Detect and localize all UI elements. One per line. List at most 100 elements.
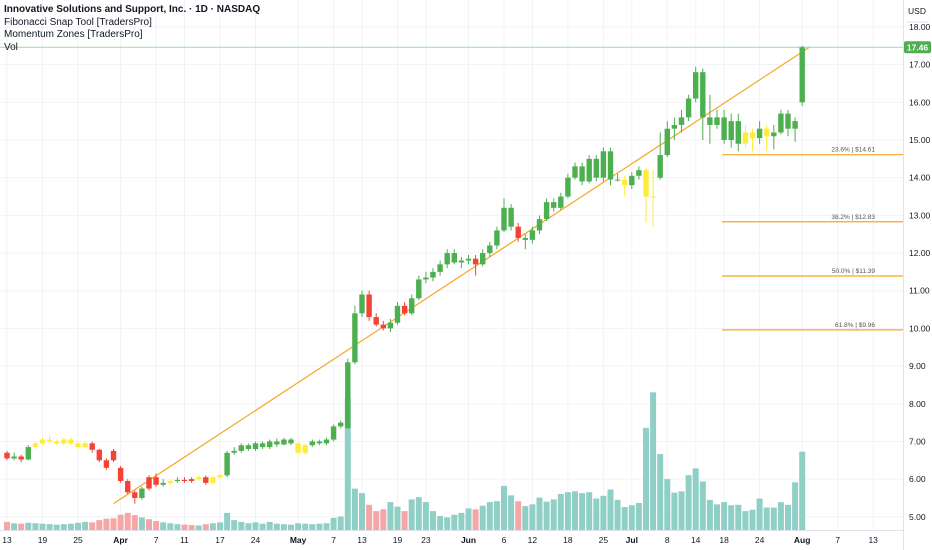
candle-body[interactable]: [785, 113, 791, 129]
candle-body[interactable]: [309, 441, 315, 446]
candle-body[interactable]: [89, 443, 95, 450]
candle-body[interactable]: [132, 492, 138, 498]
candle-body[interactable]: [685, 98, 692, 118]
candle-body[interactable]: [210, 477, 216, 483]
candle-body[interactable]: [373, 317, 379, 325]
candle-body[interactable]: [295, 443, 301, 453]
candle-body[interactable]: [153, 477, 159, 485]
candle-body[interactable]: [203, 477, 209, 483]
candle-body[interactable]: [565, 177, 571, 197]
candle-body[interactable]: [501, 207, 507, 231]
candle-body[interactable]: [707, 117, 713, 125]
candle-body[interactable]: [494, 230, 500, 246]
candle-body[interactable]: [671, 124, 678, 129]
indicator-momentum-label[interactable]: Momentum Zones [TradersPro]: [4, 29, 143, 40]
candle-body[interactable]: [252, 443, 259, 449]
candle-body[interactable]: [614, 179, 621, 181]
candle-body[interactable]: [579, 166, 585, 182]
candle-body[interactable]: [700, 72, 706, 118]
candle-body[interactable]: [338, 422, 344, 427]
candle-body[interactable]: [352, 313, 358, 363]
candle-body[interactable]: [181, 479, 188, 482]
candle-body[interactable]: [25, 447, 31, 460]
candle-body[interactable]: [678, 117, 685, 125]
candle-body[interactable]: [61, 439, 67, 444]
candle-body[interactable]: [380, 324, 386, 329]
candle-body[interactable]: [551, 202, 557, 208]
candle-body[interactable]: [558, 196, 564, 208]
candle-body[interactable]: [259, 443, 266, 448]
candle-body[interactable]: [288, 439, 294, 444]
candle-body[interactable]: [749, 132, 756, 139]
volume-label[interactable]: Vol: [4, 41, 18, 53]
candle-body[interactable]: [46, 439, 53, 442]
candle-body[interactable]: [302, 445, 308, 453]
candle-body[interactable]: [629, 175, 635, 186]
candle-body[interactable]: [224, 452, 230, 476]
candle-body[interactable]: [167, 481, 173, 483]
candle-body[interactable]: [96, 449, 102, 461]
candle-body[interactable]: [693, 72, 699, 99]
candle-body[interactable]: [607, 151, 614, 180]
candle-body[interactable]: [536, 219, 543, 231]
candle-body[interactable]: [359, 294, 365, 314]
candle-body[interactable]: [458, 260, 465, 263]
candle-body[interactable]: [54, 441, 60, 444]
candle-body[interactable]: [110, 450, 117, 461]
candle-body[interactable]: [401, 305, 408, 314]
candle-body[interactable]: [423, 277, 429, 280]
candle-body[interactable]: [472, 258, 479, 265]
candle-body[interactable]: [174, 479, 181, 482]
candle-body[interactable]: [231, 450, 237, 453]
candle-body[interactable]: [281, 439, 287, 445]
candle-body[interactable]: [4, 452, 10, 459]
candle-body[interactable]: [103, 460, 110, 468]
candle-body[interactable]: [444, 253, 450, 265]
candle-body[interactable]: [728, 121, 734, 140]
candle-body[interactable]: [451, 253, 457, 263]
candle-body[interactable]: [18, 456, 24, 460]
candle-body[interactable]: [572, 166, 578, 178]
candle-body[interactable]: [238, 445, 244, 451]
candle-body[interactable]: [68, 439, 74, 444]
candle-body[interactable]: [522, 237, 528, 240]
candle-body[interactable]: [366, 294, 372, 318]
candle-body[interactable]: [196, 477, 202, 480]
candle-body[interactable]: [345, 362, 351, 429]
candle-body[interactable]: [437, 264, 443, 272]
candle-body[interactable]: [487, 245, 493, 254]
candle-body[interactable]: [274, 441, 280, 445]
candle-body[interactable]: [139, 488, 145, 498]
candle-body[interactable]: [416, 279, 422, 299]
symbol-title[interactable]: Innovative Solutions and Support, Inc. ·…: [4, 4, 261, 15]
candle-body[interactable]: [32, 443, 39, 448]
candle-body[interactable]: [586, 158, 592, 182]
candle-body[interactable]: [529, 230, 536, 240]
candle-body[interactable]: [664, 128, 670, 156]
candle-body[interactable]: [515, 226, 521, 238]
candle-body[interactable]: [82, 443, 88, 448]
candle-body[interactable]: [330, 426, 337, 440]
candle-body[interactable]: [465, 258, 472, 261]
candle-body[interactable]: [125, 481, 131, 493]
candle-body[interactable]: [508, 207, 514, 227]
candle-body[interactable]: [409, 298, 415, 314]
candle-body[interactable]: [75, 443, 81, 448]
candle-body[interactable]: [160, 482, 166, 485]
candle-body[interactable]: [323, 439, 330, 444]
candle-body[interactable]: [799, 47, 805, 103]
candle-body[interactable]: [480, 253, 486, 265]
candle-body[interactable]: [721, 117, 727, 140]
candle-body[interactable]: [735, 121, 741, 144]
candle-body[interactable]: [146, 477, 152, 489]
candle-body[interactable]: [217, 475, 223, 478]
candle-body[interactable]: [600, 151, 607, 178]
candle-body[interactable]: [756, 128, 763, 139]
candle-body[interactable]: [650, 196, 656, 198]
candle-body[interactable]: [543, 202, 550, 220]
candle-body[interactable]: [316, 441, 323, 444]
candle-body[interactable]: [394, 305, 401, 323]
candle-body[interactable]: [771, 132, 777, 137]
candle-body[interactable]: [267, 441, 273, 448]
